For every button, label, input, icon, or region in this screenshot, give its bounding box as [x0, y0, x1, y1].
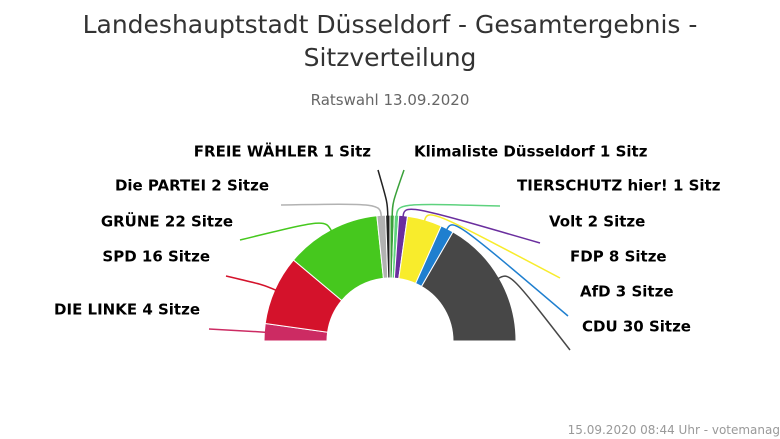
data-label: Klimaliste Düsseldorf 1 Sitz: [414, 143, 648, 161]
data-label: SPD 16 Sitze: [102, 248, 210, 266]
connector-line: [395, 203, 501, 218]
data-label: TIERSCHUTZ hier! 1 Sitz: [517, 177, 721, 195]
data-label: AfD 3 Sitze: [580, 283, 674, 301]
connector-line: [280, 203, 383, 218]
data-label: CDU 30 Sitze: [582, 318, 691, 336]
connector-line: [423, 214, 561, 279]
connector-line: [391, 169, 405, 218]
data-label: GRÜNE 22 Sitze: [101, 212, 233, 231]
data-label: Volt 2 Sitze: [549, 213, 645, 231]
connector-line: [445, 224, 569, 317]
connector-line: [497, 275, 571, 351]
connector-line: [402, 208, 541, 244]
connector-line: [239, 222, 333, 241]
slice-labels: DIE LINKE 4 Sitze SPD 16 Sitze GRÜNE 22 Si…: [54, 142, 721, 336]
data-label: FDP 8 Sitze: [570, 248, 667, 266]
data-label: FREIE WÄHLER 1 Sitz: [194, 142, 371, 161]
data-label: Die PARTEI 2 Sitze: [115, 177, 269, 195]
credits-footer: 15.09.2020 08:44 Uhr - votemanag: [567, 423, 780, 437]
label-connectors: [208, 169, 571, 351]
connector-line: [377, 169, 389, 218]
chart-slices: [263, 214, 517, 342]
data-label: DIE LINKE 4 Sitze: [54, 301, 200, 319]
connector-line: [225, 275, 278, 292]
chart-subtitle: Ratswahl 13.09.2020: [310, 91, 470, 109]
slice-cdu: [420, 231, 517, 342]
connector-line: [208, 328, 267, 334]
chart-title: Landeshauptstadt Düsseldorf - Gesamterge…: [82, 10, 698, 72]
